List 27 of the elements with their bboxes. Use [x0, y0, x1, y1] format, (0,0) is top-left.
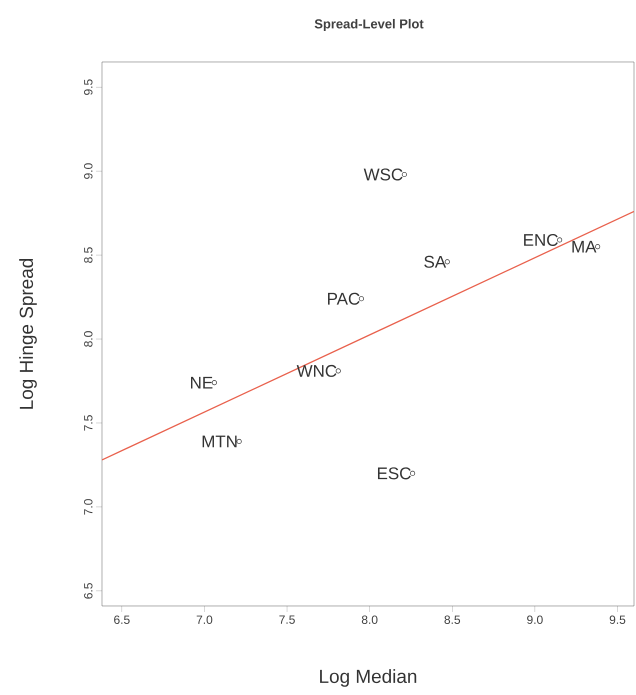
- x-tick-label: 9.0: [527, 615, 543, 624]
- x-tick-label: 7.5: [279, 615, 295, 624]
- x-tick-label: 8.5: [444, 615, 460, 624]
- point: [236, 438, 242, 444]
- y-tick-label: 9.5: [84, 79, 92, 95]
- x-tick-label: 6.5: [114, 615, 130, 624]
- annotation: WNC: [296, 364, 336, 377]
- annotation: ESC: [378, 467, 411, 480]
- annotation: MA: [572, 240, 596, 253]
- y-axis-title: Log Hinge Spread: [19, 258, 37, 409]
- x-tick-label: 9.5: [610, 615, 626, 624]
- y-tick-label: 7.0: [84, 499, 92, 515]
- x-tick-label: 8.0: [362, 615, 378, 624]
- annotation: SA: [424, 256, 446, 268]
- y-tick-label: 8.0: [84, 331, 92, 347]
- annotation: ENC: [524, 234, 558, 246]
- x-axis-title: Log Median: [320, 669, 416, 687]
- y-tick-label: 6.5: [84, 583, 92, 599]
- chart-title: Spread-Level Plot: [314, 18, 424, 32]
- annotation: WSC: [364, 168, 403, 180]
- x-tick-label: 7.0: [196, 615, 212, 624]
- annotation: MTN: [202, 436, 237, 448]
- y-tick-label: 9.0: [84, 163, 92, 179]
- annotation: NE: [191, 376, 212, 389]
- y-tick-label: 8.5: [84, 247, 92, 263]
- annotation: PAC: [328, 292, 360, 305]
- y-tick-label: 7.5: [84, 415, 92, 431]
